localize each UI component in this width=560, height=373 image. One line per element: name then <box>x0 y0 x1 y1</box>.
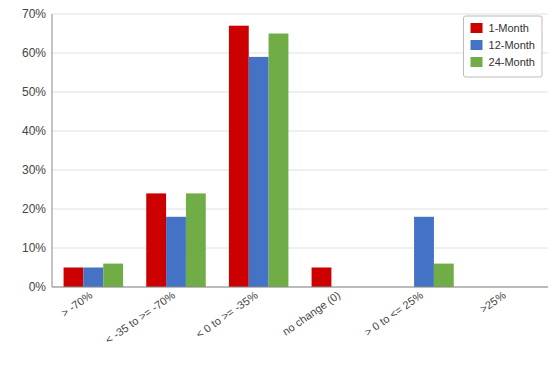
legend-label: 12-Month <box>489 39 535 51</box>
bar <box>312 268 332 288</box>
grid-line <box>52 287 548 288</box>
y-axis: 0% 10% 20% 30% 40% 50% 60% 70% <box>22 7 46 294</box>
x-axis-line <box>52 287 548 288</box>
y-tick-label: 0% <box>29 280 47 294</box>
bar <box>249 57 269 287</box>
y-tick-label: 70% <box>22 7 46 21</box>
bar <box>229 26 249 287</box>
grid <box>52 14 548 287</box>
y-tick-label: 30% <box>22 163 46 177</box>
grid-line <box>52 92 548 93</box>
x-tick-label: no change (0) <box>280 289 342 338</box>
y-axis-line <box>52 14 53 287</box>
bar <box>434 264 454 287</box>
bar <box>166 217 186 287</box>
y-tick-label: 10% <box>22 241 46 255</box>
legend-label: 24-Month <box>489 56 535 68</box>
bar <box>269 34 289 288</box>
bars <box>64 26 454 287</box>
chart: 0% 10% 20% 30% 40% 50% 60% 70% > -70% < -35 to >=… <box>0 0 560 373</box>
bar <box>64 268 84 288</box>
x-axis: > -70% < -35 to >= -70% < 0 to >= -35% no c… <box>59 289 508 346</box>
legend: 1-Month 12-Month 24-Month <box>464 16 542 77</box>
legend-swatch <box>471 40 483 50</box>
legend-label: 1-Month <box>489 22 529 34</box>
bar <box>414 217 434 287</box>
x-tick-label: > 0 to <= 25% <box>362 289 425 338</box>
x-tick-label: >25% <box>478 289 508 315</box>
grid-line <box>52 14 548 15</box>
legend-swatch <box>471 23 483 33</box>
bar <box>83 268 103 288</box>
y-tick-label: 20% <box>22 202 46 216</box>
grid-line <box>52 131 548 132</box>
legend-swatch <box>471 57 483 67</box>
grid-line <box>52 170 548 171</box>
x-tick-label: > -70% <box>59 289 95 319</box>
bar <box>103 264 123 287</box>
y-tick-label: 50% <box>22 85 46 99</box>
grid-line <box>52 209 548 210</box>
grid-line <box>52 248 548 249</box>
legend-frame <box>464 16 542 77</box>
x-tick-label: < -35 to >= -70% <box>103 289 177 346</box>
bar <box>186 193 206 287</box>
y-tick-label: 40% <box>22 124 46 138</box>
x-tick-label: < 0 to >= -35% <box>194 289 260 341</box>
y-tick-label: 60% <box>22 46 46 60</box>
bar <box>146 193 166 287</box>
